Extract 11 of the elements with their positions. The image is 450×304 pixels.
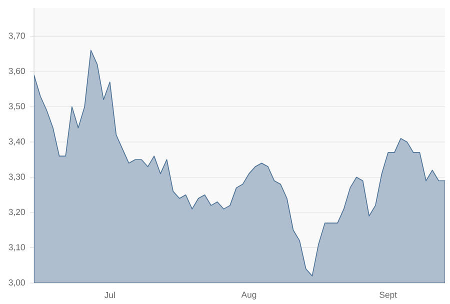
- y-tick-label: 3,00: [8, 279, 25, 287]
- y-tick-label: 3,20: [8, 208, 25, 216]
- y-tick-label: 3,70: [8, 32, 25, 40]
- y-tick-label: 3,10: [8, 244, 25, 252]
- y-tick-label: 3,30: [8, 174, 25, 181]
- y-tick-label: 3,40: [8, 138, 25, 146]
- y-tick-label: 3,50: [8, 103, 25, 110]
- x-tick-label: Aug: [241, 292, 256, 300]
- y-tick-label: 3,60: [8, 68, 25, 76]
- x-tick-label: Sept: [380, 292, 397, 300]
- x-tick-label: Jul: [104, 292, 115, 298]
